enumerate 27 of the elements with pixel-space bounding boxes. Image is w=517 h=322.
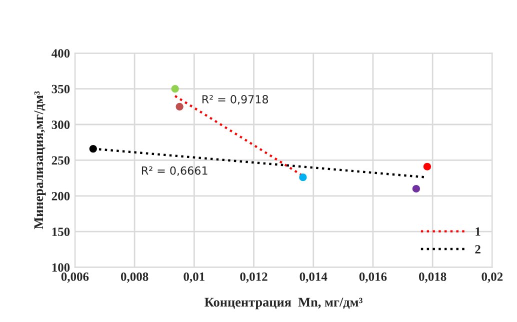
point bbox=[176, 102, 184, 110]
x-axis-title: Концентрация Mn, мг/дм³ bbox=[204, 298, 362, 310]
annotation: R² = 0,6661 bbox=[142, 166, 208, 176]
y-tick-label: 150 bbox=[52, 228, 70, 236]
x-tick-label: 0,016 bbox=[359, 272, 387, 283]
y-tick-label: 350 bbox=[52, 84, 70, 94]
legend-label: 1 bbox=[476, 227, 480, 236]
y-tick-label: 400 bbox=[52, 49, 70, 58]
point bbox=[423, 162, 432, 170]
x-tick-label: 0,02 bbox=[482, 272, 503, 283]
y-axis-title: Минерализация,мг/дм³ bbox=[34, 91, 46, 230]
y-tick-label: 100 bbox=[52, 263, 70, 272]
point bbox=[171, 85, 179, 93]
point bbox=[89, 144, 97, 153]
x-tick-label: 0,008 bbox=[120, 272, 148, 283]
y-tick-label: 300 bbox=[52, 120, 70, 129]
y-tick-label: 200 bbox=[52, 192, 70, 200]
x-tick-label: 0,01 bbox=[184, 272, 204, 283]
legend-label: 2 bbox=[475, 245, 480, 254]
x-tick-label: 0,012 bbox=[240, 272, 268, 283]
x-tick-label: 0,006 bbox=[61, 272, 89, 283]
y-tick-label: 250 bbox=[52, 156, 70, 165]
point bbox=[299, 174, 307, 182]
point bbox=[412, 184, 420, 193]
annotation: R² = 0,9718 bbox=[202, 95, 268, 105]
x-tick-label: 0,014 bbox=[300, 272, 328, 283]
x-tick-label: 0,018 bbox=[418, 272, 446, 283]
